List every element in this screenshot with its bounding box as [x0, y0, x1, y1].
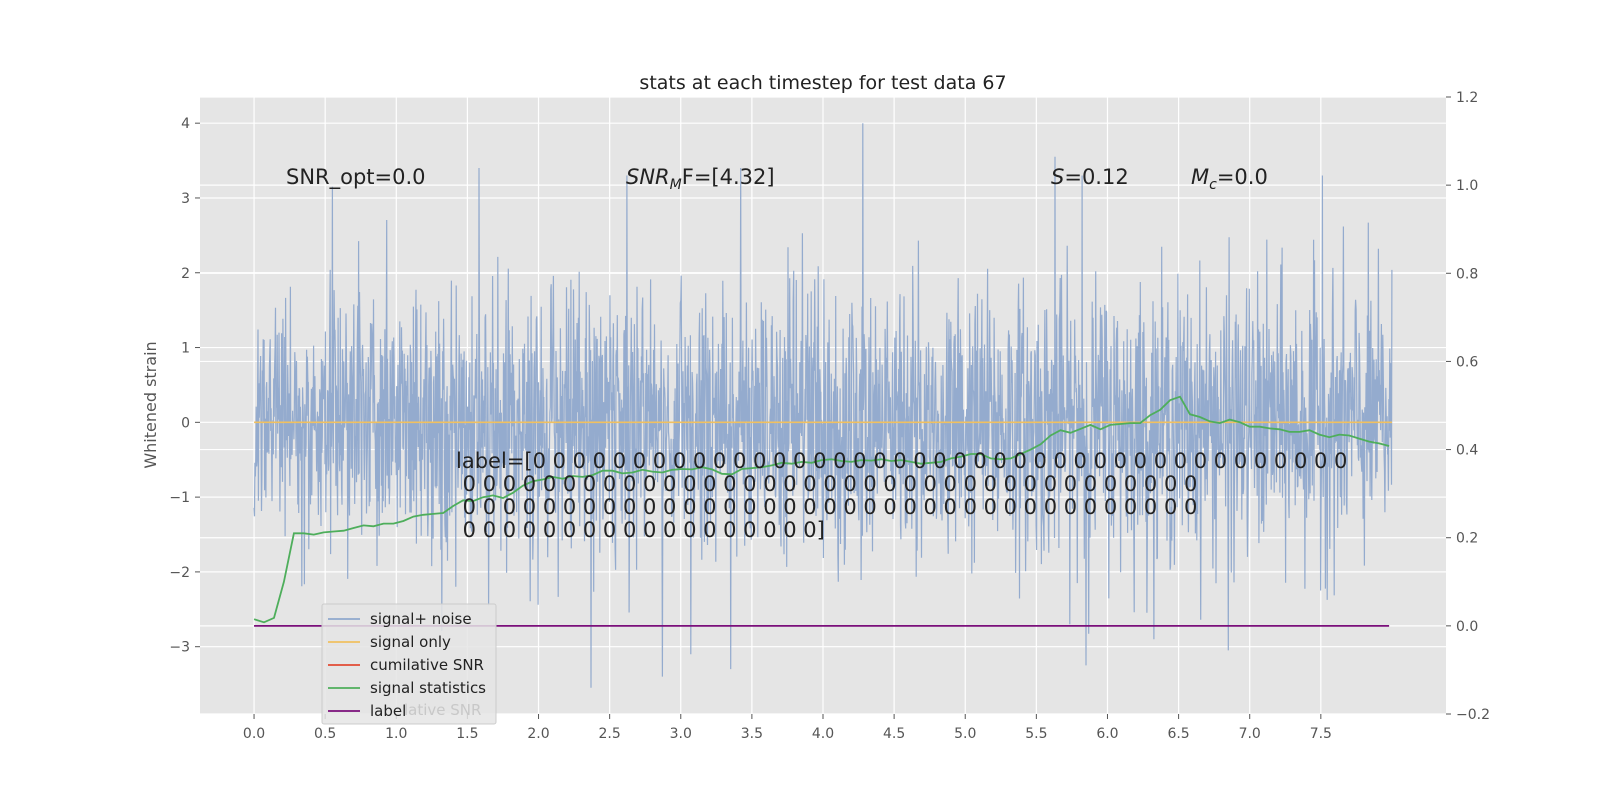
x-tick-label: 3.5	[741, 726, 763, 742]
y-right-tick-label: 1.0	[1456, 178, 1478, 194]
annotation-snr-mf: SNRMF=[4.32]	[626, 165, 775, 193]
x-tick-label: 1.5	[456, 726, 478, 742]
x-tick-label: 4.5	[883, 726, 905, 742]
annotation-mc-sub: c	[1209, 177, 1217, 193]
y-left-tick-label: 1	[181, 341, 190, 357]
annotation-s-value: =0.12	[1064, 165, 1128, 189]
y-left-tick-label: −2	[169, 565, 190, 581]
annotation-s: S=0.12	[1051, 165, 1129, 189]
annotation-s-symbol: S	[1051, 165, 1064, 189]
y-right-tick-label: 0.2	[1456, 531, 1478, 547]
x-tick-label: 6.5	[1167, 726, 1189, 742]
label-array-line-2: 0 0 0 0 0 0 0 0 0 0 0 0 0 0 0 0 0 0 0 0 …	[456, 472, 1197, 496]
y-right-tick-label: 1.2	[1456, 90, 1478, 106]
legend-entries: signal+ noise signal only cumilative SNR si…	[328, 610, 486, 720]
x-tick-label: 0.0	[243, 726, 265, 742]
label-array-line-4: 0 0 0 0 0 0 0 0 0 0 0 0 0 0 0 0 0 0]	[456, 518, 825, 542]
x-tick-label: 7.0	[1239, 726, 1261, 742]
label-array-line-1: label=[0 0 0 0 0 0 0 0 0 0 0 0 0 0 0 0 0…	[456, 449, 1347, 473]
annotation-mc-value: =0.0	[1217, 165, 1268, 189]
legend-overlay-text: lative SNR	[404, 701, 481, 719]
ticks: 0.0 0.5 1.0 1.5 2.0 2.5 3.0 3.5 4.0 4.5 5.0 5.5 6.0 6…	[169, 90, 1490, 742]
annotation-snr-mf-snr: SNR	[626, 165, 670, 189]
label-array-line-3: 0 0 0 0 0 0 0 0 0 0 0 0 0 0 0 0 0 0 0 0 …	[456, 495, 1197, 519]
y-right-tick-label: 0.6	[1456, 354, 1478, 370]
y-axis-label: Whitened strain	[141, 341, 160, 468]
series-signal-noise	[253, 123, 1393, 688]
y-left-tick-label: 4	[181, 116, 190, 132]
x-tick-label: 3.0	[670, 726, 692, 742]
annotation-mc: Mc=0.0	[1191, 165, 1268, 193]
y-right-tick-label: 0.0	[1456, 619, 1478, 635]
y-right-tick-label: −0.2	[1456, 707, 1490, 723]
x-tick-label: 1.0	[385, 726, 407, 742]
chart-title: stats at each timestep for test data 67	[639, 72, 1006, 94]
legend-entry-label: signal only	[370, 633, 451, 651]
y-left-tick-label: 0	[181, 415, 190, 431]
annotation-snr-mf-sub: M	[670, 177, 682, 193]
x-tick-label: 5.5	[1025, 726, 1047, 742]
annotation-snr-mf-value: F=[4.32]	[682, 165, 775, 189]
legend-entry-label: signal+ noise	[370, 610, 472, 628]
y-right-tick-label: 0.8	[1456, 266, 1478, 282]
legend-entry-label: label	[370, 702, 406, 720]
legend-box	[321, 603, 497, 725]
y-left-tick-label: −1	[169, 490, 190, 506]
annotation-snr-opt: SNR_opt=0.0	[286, 165, 426, 190]
x-tick-label: 4.0	[812, 726, 834, 742]
legend: lative SNR signal+ noise signal only cumil…	[321, 603, 497, 725]
legend-entry-label: cumilative SNR	[370, 656, 484, 674]
annotation-mc-symbol: M	[1191, 165, 1209, 189]
annotation-label-array: label=[0 0 0 0 0 0 0 0 0 0 0 0 0 0 0 0 0…	[456, 449, 1347, 542]
x-tick-label: 5.0	[954, 726, 976, 742]
series-signal-statistics	[253, 395, 1390, 624]
x-tick-label: 7.5	[1310, 726, 1332, 742]
y-left-tick-label: 2	[181, 266, 190, 282]
legend-entry-label: signal statistics	[370, 679, 486, 697]
x-tick-label: 0.5	[314, 726, 336, 742]
x-tick-label: 2.5	[599, 726, 621, 742]
y-right-tick-label: 0.4	[1456, 443, 1478, 459]
y-left-tick-label: 3	[181, 191, 190, 207]
x-tick-label: 2.0	[527, 726, 549, 742]
x-tick-label: 6.0	[1096, 726, 1118, 742]
y-left-tick-label: −3	[169, 640, 190, 656]
